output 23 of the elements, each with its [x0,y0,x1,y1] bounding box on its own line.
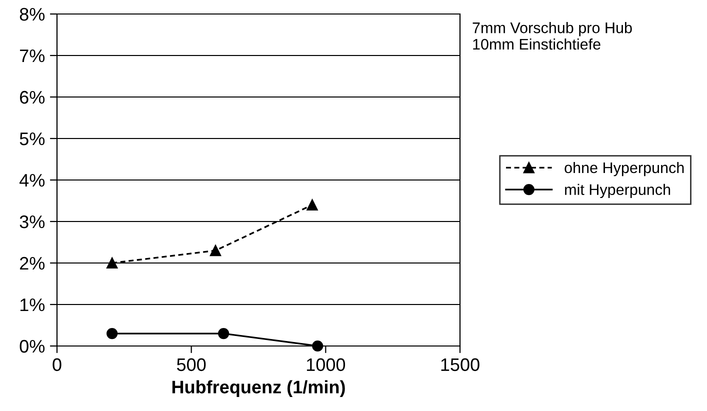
y-tick-label: 3% [20,215,45,228]
x-tick-label: 500 [176,358,206,372]
x-axis-title: Hubfrequenz (1/min) [172,380,345,398]
y-tick-label: 1% [20,298,45,312]
y-tick-label: 0% [20,340,45,353]
point [106,257,118,269]
legend-label: mit Hyperpunch [565,184,670,198]
point [218,328,230,340]
x-tick-label: 1500 [441,358,480,372]
point [210,244,222,256]
y-tick-label: 4% [20,174,45,187]
legend-label: ohne Hyperpunch [564,162,684,176]
point [106,328,118,340]
x-tick-label: 0 [52,358,62,372]
y-tick-label: 6% [20,90,45,104]
x-tick-label: 1000 [306,358,346,372]
y-tick-label: 8% [20,8,45,21]
point [306,199,318,210]
point [312,340,324,352]
text: 7mm Vorschub pro Hub 10mm Einstichtiefe [472,22,632,50]
y-tick-label: 5% [20,132,45,146]
y-tick-label: 7% [20,50,45,62]
y-tick-label: 2% [20,256,45,270]
